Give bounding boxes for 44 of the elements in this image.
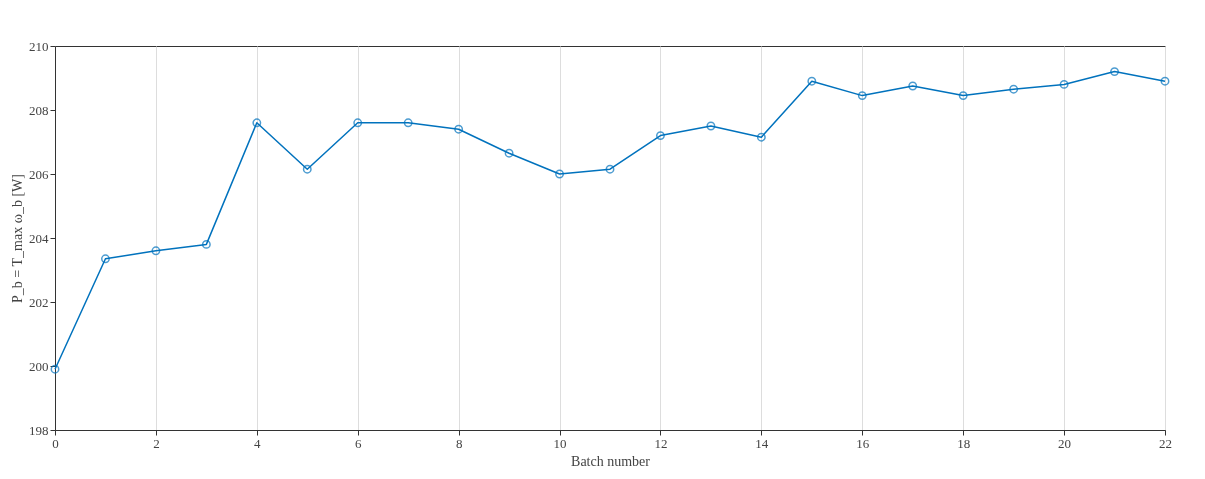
y-tick-label: 200 [29, 358, 49, 374]
point [605, 164, 615, 174]
point [958, 91, 968, 101]
point [504, 148, 514, 158]
x-tick-label: 14 [755, 435, 769, 451]
point [403, 118, 413, 128]
point [1160, 76, 1170, 86]
x-tick-label: 4 [254, 435, 262, 451]
point [302, 164, 312, 174]
point [201, 239, 211, 249]
x-tick-label: 10 [553, 435, 567, 451]
point [252, 118, 262, 128]
point [807, 76, 817, 86]
point [50, 364, 60, 374]
x-tick-label: 2 [153, 435, 160, 451]
point [454, 124, 464, 134]
point [756, 132, 766, 142]
y-tick-label: 206 [29, 166, 49, 182]
point [101, 254, 110, 264]
x-axis-title: Batch number [571, 453, 651, 469]
point [908, 81, 918, 91]
point [1059, 79, 1069, 89]
y-tick-label: 202 [29, 294, 49, 310]
point [353, 118, 363, 128]
point [706, 121, 716, 131]
x-tick-label: 20 [1058, 435, 1072, 451]
y-tick-label: 208 [29, 102, 49, 118]
point [656, 131, 665, 141]
y-axis-title: P_b = T_max ω_b [W] [10, 174, 25, 303]
x-tick-label: 0 [52, 435, 59, 451]
point [1009, 84, 1019, 94]
x-tick-label: 12 [654, 435, 668, 451]
y-tick-label: 198 [29, 422, 49, 438]
y-tick-label: 204 [29, 230, 49, 246]
x-tick-label: 6 [354, 435, 362, 451]
y-tick-label: 210 [29, 38, 49, 54]
x-tick-label: 18 [957, 435, 971, 451]
point [151, 246, 161, 256]
x-tick-label: 8 [455, 435, 463, 451]
point [555, 169, 564, 179]
point [1110, 67, 1119, 77]
x-tick-label: 22 [1159, 435, 1172, 451]
x-tick-label: 16 [856, 435, 870, 451]
point [857, 91, 867, 101]
